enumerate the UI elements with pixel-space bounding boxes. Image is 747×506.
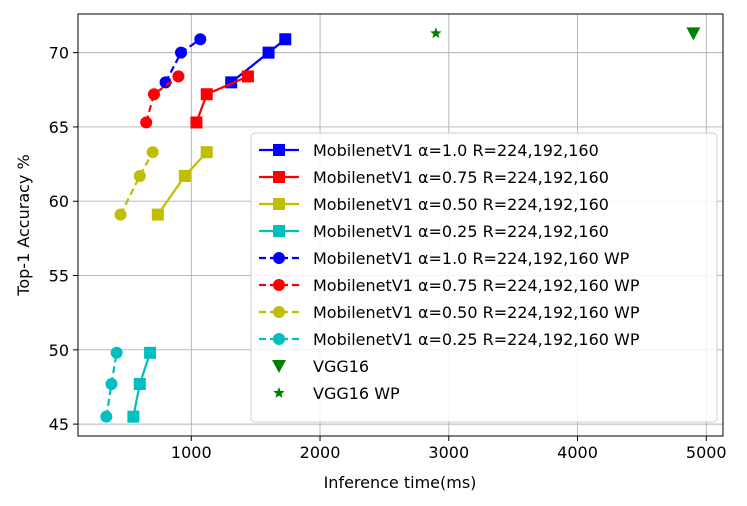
data-point <box>146 146 159 159</box>
legend-entry: MobilenetV1 α=1.0 R=224,192,160 <box>259 141 599 160</box>
y-tick-label: 50 <box>49 341 69 360</box>
series-line <box>145 75 180 123</box>
series-5 <box>159 33 207 89</box>
series-2 <box>190 70 254 129</box>
legend-marker <box>273 306 285 318</box>
legend-label: MobilenetV1 α=0.50 R=224,192,160 WP <box>313 303 640 322</box>
y-axis-label: Top-1 Accuracy % <box>14 154 33 296</box>
series-9 <box>686 27 701 41</box>
data-point <box>174 46 187 59</box>
legend-marker <box>273 144 285 156</box>
series-line <box>119 151 154 216</box>
data-point <box>100 410 113 423</box>
y-tick-label: 45 <box>49 415 69 434</box>
data-point <box>151 208 164 221</box>
legend-marker <box>273 252 285 264</box>
legend-label: MobilenetV1 α=1.0 R=224,192,160 WP <box>313 249 630 268</box>
legend: MobilenetV1 α=1.0 R=224,192,160 Mobilenet… <box>250 132 718 423</box>
series-6 <box>140 70 185 129</box>
series-8 <box>100 346 123 423</box>
data-point <box>194 33 207 46</box>
legend-marker <box>272 360 286 373</box>
data-point <box>114 208 127 221</box>
legend-entry: MobilenetV1 α=0.25 R=224,192,160 WP <box>259 330 640 349</box>
legend-marker <box>273 171 285 183</box>
legend-label: MobilenetV1 α=0.25 R=224,192,160 <box>313 222 609 241</box>
data-point <box>200 88 213 101</box>
legend-entry: MobilenetV1 α=0.25 R=224,192,160 <box>259 222 609 241</box>
legend-marker <box>273 333 285 345</box>
data-point <box>127 410 140 423</box>
x-tick-label: 4000 <box>557 443 598 462</box>
data-point <box>178 169 191 182</box>
legend-entry: MobilenetV1 α=0.50 R=224,192,160 <box>259 195 609 214</box>
y-tick-label: 55 <box>49 267 69 286</box>
x-tick-label: 5000 <box>686 443 727 462</box>
axis-ticks: 1000 2000 3000 4000 5000 45 50 55 60 65 70 <box>49 44 727 462</box>
data-point <box>133 169 146 182</box>
y-tick-label: 60 <box>49 192 69 211</box>
legend-label: MobilenetV1 α=0.25 R=224,192,160 WP <box>313 330 640 349</box>
legend-marker <box>273 198 285 210</box>
legend-entry: MobilenetV1 α=1.0 R=224,192,160 WP <box>259 249 630 268</box>
legend-entry: VGG16 WP <box>273 384 400 403</box>
legend-label: MobilenetV1 α=0.75 R=224,192,160 WP <box>313 276 640 295</box>
data-point <box>241 70 254 83</box>
x-axis-label: Inference time(ms) <box>324 473 477 492</box>
data-point <box>147 88 160 101</box>
legend-marker <box>273 279 285 291</box>
data-point <box>133 377 146 390</box>
series-10 <box>430 27 442 39</box>
legend-label: VGG16 <box>313 357 369 376</box>
y-tick-label: 65 <box>49 118 69 137</box>
data-point <box>172 70 185 83</box>
legend-label: MobilenetV1 α=1.0 R=224,192,160 <box>313 141 599 160</box>
data-point <box>159 76 172 89</box>
data-point <box>110 346 123 359</box>
series-7 <box>114 146 159 221</box>
x-tick-label: 2000 <box>300 443 341 462</box>
data-point <box>190 116 203 129</box>
series-4 <box>127 346 157 423</box>
x-tick-label: 3000 <box>428 443 469 462</box>
legend-label: MobilenetV1 α=0.75 R=224,192,160 <box>313 168 609 187</box>
y-tick-label: 70 <box>49 44 69 63</box>
legend-box <box>250 132 718 423</box>
legend-marker <box>273 225 285 237</box>
legend-marker <box>273 387 285 398</box>
x-tick-label: 1000 <box>171 443 212 462</box>
legend-entry: VGG16 <box>272 357 369 376</box>
data-point <box>430 27 442 39</box>
data-point <box>262 46 275 59</box>
data-point <box>140 116 153 129</box>
legend-entry: MobilenetV1 α=0.50 R=224,192,160 WP <box>259 303 640 322</box>
legend-label: MobilenetV1 α=0.50 R=224,192,160 <box>313 195 609 214</box>
data-point <box>279 33 292 46</box>
data-point <box>686 27 701 41</box>
series-group <box>100 27 701 423</box>
data-point <box>105 377 118 390</box>
legend-entry: MobilenetV1 α=0.75 R=224,192,160 <box>259 168 609 187</box>
data-point <box>144 346 157 359</box>
legend-label: VGG16 WP <box>313 384 400 403</box>
plot-frame <box>77 13 724 437</box>
data-point <box>200 146 213 159</box>
series-3 <box>151 146 213 221</box>
legend-entry: MobilenetV1 α=0.75 R=224,192,160 WP <box>259 276 640 295</box>
